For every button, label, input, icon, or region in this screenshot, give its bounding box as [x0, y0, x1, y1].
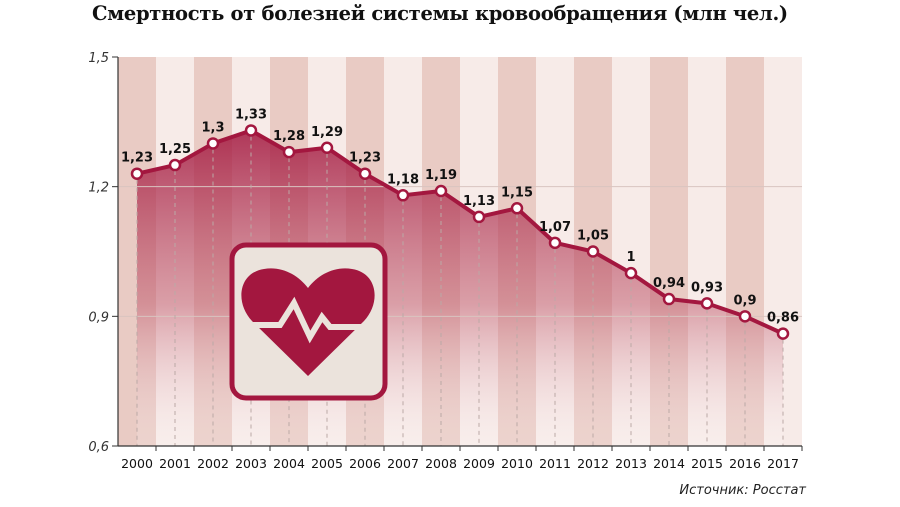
data-point	[624, 266, 638, 280]
data-label: 1,23	[349, 151, 381, 166]
y-tick-label: 1,2	[88, 181, 109, 196]
data-point	[472, 210, 486, 224]
data-label: 0,93	[691, 280, 723, 295]
data-label: 1,33	[235, 107, 267, 122]
x-tick-label: 2017	[767, 456, 799, 471]
data-point	[358, 167, 372, 180]
data-label: 0,9	[733, 293, 756, 308]
x-tick-label: 2003	[235, 456, 267, 471]
data-label: 1,15	[501, 185, 533, 200]
x-tick-label: 2012	[577, 456, 609, 471]
data-point	[548, 236, 562, 250]
data-point	[434, 184, 448, 198]
x-tick-label: 2008	[425, 456, 457, 471]
data-label: 1,29	[311, 125, 343, 140]
data-label: 1	[626, 250, 635, 265]
x-tick-label: 2014	[653, 456, 685, 471]
x-tick-label: 2010	[501, 456, 533, 471]
heart-shape	[241, 268, 375, 376]
data-label: 1,3	[201, 120, 224, 135]
y-tick-label: 0,6	[88, 440, 109, 455]
x-tick-label: 2009	[463, 456, 495, 471]
data-label: 1,13	[463, 194, 495, 209]
data-label: 1,05	[577, 229, 609, 244]
data-label: 1,18	[387, 172, 419, 187]
chart-title: Смертность от болезней системы кровообра…	[92, 2, 788, 25]
x-tick-label: 2015	[691, 456, 723, 471]
x-tick-label: 2002	[197, 456, 229, 471]
x-tick-label: 2004	[273, 456, 305, 471]
y-tick-label: 1,5	[88, 51, 109, 66]
heart-pulse-icon	[229, 242, 388, 401]
data-point	[738, 310, 752, 323]
series-line	[136, 128, 784, 336]
data-point	[776, 327, 790, 340]
pulse-line	[250, 296, 370, 344]
x-tick-label: 2011	[539, 456, 571, 471]
source-note: Источник: Росстат	[679, 483, 806, 498]
data-label: 1,19	[425, 168, 457, 183]
data-label: 1,28	[273, 129, 305, 144]
x-tick-label: 2000	[121, 456, 153, 471]
data-point	[206, 137, 220, 150]
data-point	[244, 124, 258, 137]
data-label: 0,86	[767, 311, 799, 326]
data-point	[168, 158, 182, 172]
x-tick-label: 2013	[615, 456, 647, 471]
data-point	[130, 167, 144, 180]
data-label: 1,25	[159, 142, 191, 157]
y-tick-label: 0,9	[88, 310, 109, 325]
x-tick-label: 2001	[159, 456, 191, 471]
data-point	[662, 292, 676, 306]
x-tick-label: 2007	[387, 456, 419, 471]
x-tick-label: 2016	[729, 456, 761, 471]
x-tick-label: 2006	[349, 456, 381, 471]
data-point	[396, 189, 410, 202]
data-label: 1,23	[121, 151, 153, 166]
data-point	[282, 145, 296, 159]
data-point	[510, 202, 524, 215]
data-point	[586, 245, 600, 258]
data-label: 1,07	[539, 220, 571, 235]
data-label: 0,94	[653, 276, 685, 291]
x-tick-label: 2005	[311, 456, 343, 471]
data-point	[320, 141, 334, 155]
data-point	[700, 297, 714, 310]
